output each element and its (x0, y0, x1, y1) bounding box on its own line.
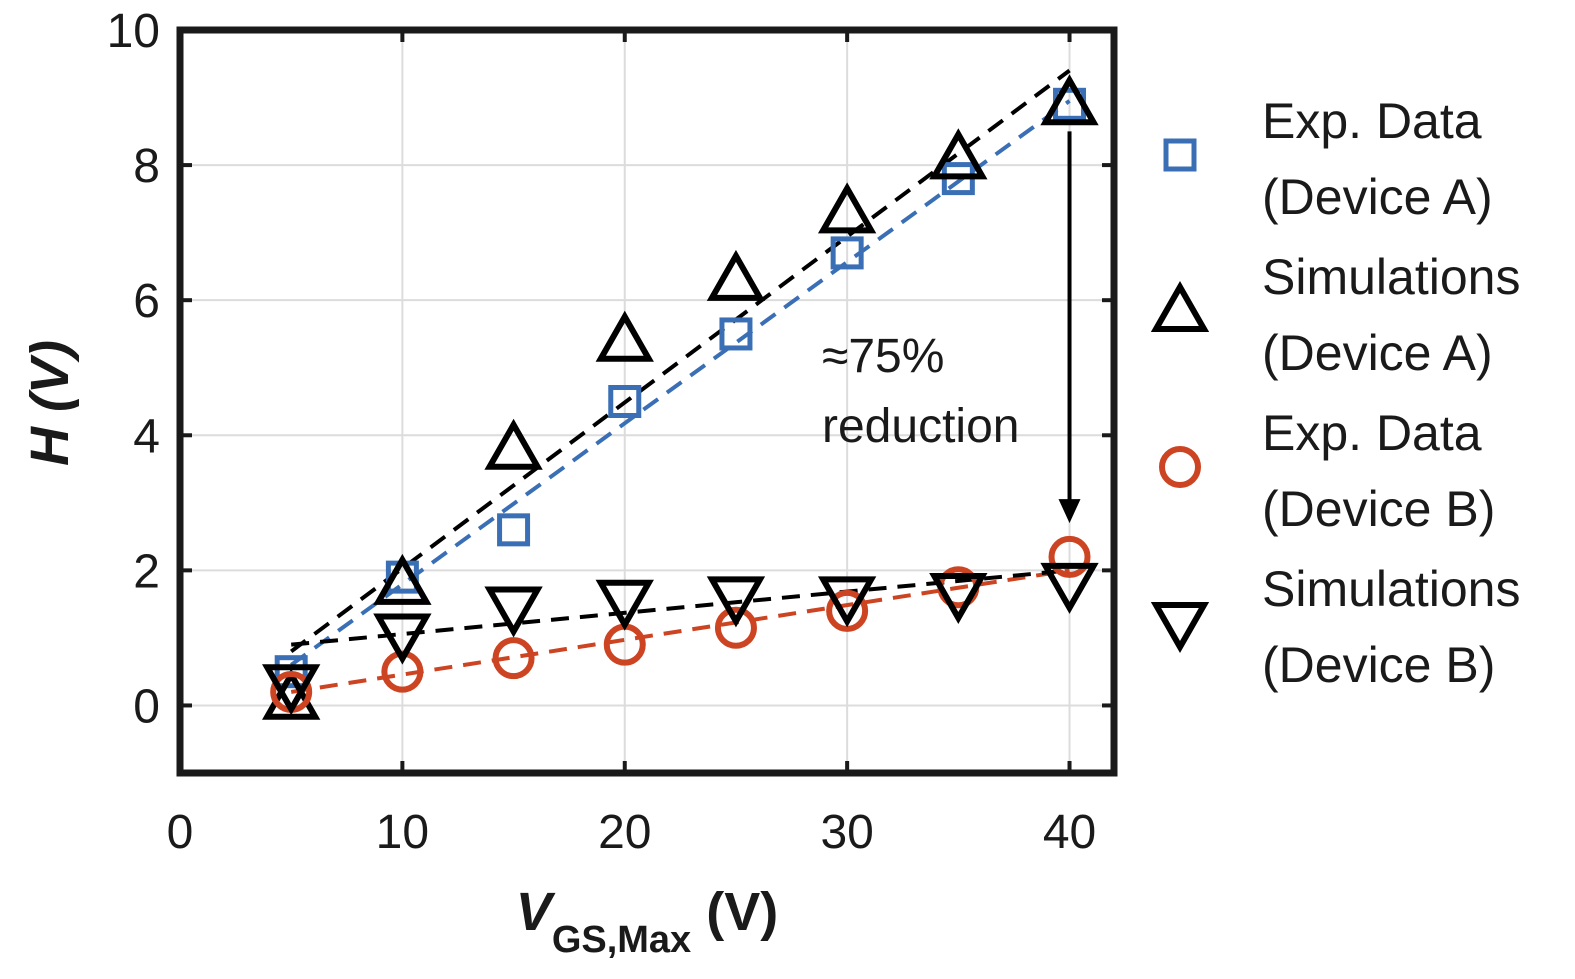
legend-marker-triangle-down (1150, 602, 1210, 654)
legend-label: Exp. Data (1262, 405, 1482, 461)
x-axis-label-main: V (516, 882, 556, 942)
fit-line (290, 568, 1070, 694)
data-point-triangle-down (817, 576, 877, 628)
annotation-text: ≈75% (822, 330, 944, 383)
axis-ticks: 0 10 20 30 40 0 2 4 6 8 10 (107, 5, 1114, 859)
plot-frame (176, 26, 1118, 777)
data-point-triangle-up (484, 418, 543, 470)
fit-line (290, 99, 1071, 667)
data-point-triangle-down (595, 579, 654, 631)
data-point-circle (826, 589, 869, 632)
data-point-triangle-up (595, 310, 654, 362)
data-point-triangle-up (373, 553, 432, 605)
y-tick-label: 4 (133, 410, 160, 463)
data-point-triangle-up (262, 668, 321, 720)
legend-label: Simulations (1262, 249, 1520, 305)
legend-label: (Device A) (1262, 325, 1493, 381)
legend-label: (Device B) (1262, 637, 1495, 693)
data-point-triangle-down (373, 613, 432, 665)
fit-line (289, 68, 1071, 654)
x-tick-label: 0 (167, 806, 194, 859)
legend-label: Simulations (1262, 561, 1520, 617)
legend-marker-circle (1159, 446, 1201, 488)
data-point-triangle-down (929, 573, 988, 625)
data-point-triangle-down (262, 664, 321, 716)
legend-label: (Device A) (1262, 169, 1493, 225)
x-axis-label-sub: GS,Max (552, 919, 691, 961)
data-point-circle (714, 606, 757, 649)
x-tick-label: 10 (376, 806, 429, 859)
legend-marker-triangle-up (1150, 280, 1210, 332)
x-tick-label: 40 (1043, 806, 1096, 859)
data-point-square (830, 236, 864, 270)
data-point-triangle-down (484, 586, 543, 638)
x-tick-label: 30 (820, 806, 873, 859)
data-point-square (274, 655, 308, 689)
y-tick-label: 10 (107, 5, 160, 58)
y-tick-label: 0 (133, 680, 160, 733)
legend-label: (Device B) (1262, 481, 1495, 537)
data-point-square (719, 317, 753, 351)
data-point-triangle-up (706, 249, 766, 301)
x-tick-label: 20 (598, 806, 651, 859)
y-tick-label: 8 (133, 140, 160, 193)
data-point-triangle-up (929, 128, 988, 180)
annotation-arrow-head (1058, 499, 1081, 524)
data-markers (262, 74, 1099, 720)
data-point-triangle-down (1040, 562, 1099, 614)
legend-label: Exp. Data (1262, 93, 1482, 149)
legend: Exp. Data (Device A) Simulations (Device A)… (1150, 93, 1520, 693)
data-point-triangle-up (817, 182, 877, 234)
legend-marker-square (1163, 138, 1197, 172)
annotation: ≈75% reduction (822, 131, 1081, 524)
x-axis-label: VGS,Max (V) (516, 882, 778, 961)
y-axis-label: H (V) (20, 340, 80, 466)
y-tick-label: 6 (133, 275, 160, 328)
data-point-square (497, 513, 531, 547)
data-point-circle (1048, 535, 1091, 578)
data-point-triangle-up (1040, 74, 1099, 126)
data-point-square (608, 385, 642, 418)
annotation-text: reduction (822, 400, 1019, 453)
data-point-triangle-down (706, 576, 766, 628)
y-tick-label: 2 (133, 545, 160, 598)
x-axis-label-unit: (V) (691, 882, 778, 942)
data-point-circle (492, 637, 535, 680)
